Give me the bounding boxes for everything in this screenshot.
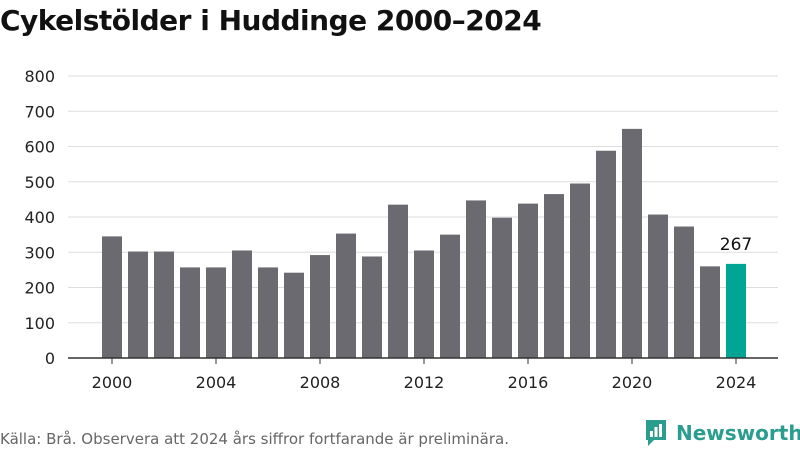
bar [232,250,252,358]
y-tick-label: 500 [24,173,55,192]
bar [674,226,694,358]
y-tick-label: 800 [24,67,55,86]
bar [726,263,746,358]
y-tick-label: 200 [24,279,55,298]
data-label: 267 [720,235,752,255]
bar [362,256,382,358]
bar [570,183,590,358]
y-tick-label: 400 [24,208,55,227]
x-tick-label: 2016 [508,373,549,392]
brand-logo: Newsworthy [644,418,800,448]
newsworthy-logo-icon [646,420,666,446]
y-tick-label: 300 [24,243,55,262]
bar [180,267,200,358]
bar [154,251,174,358]
bar [336,233,356,358]
bar [440,234,460,358]
chart-title: Cykelstölder i Huddinge 2000–2024 [0,4,542,37]
bar [206,267,226,358]
bar [284,272,304,358]
brand-name: Newsworthy [676,421,800,445]
y-tick-label: 100 [24,314,55,333]
x-tick-label: 2020 [612,373,653,392]
bar [310,255,330,358]
x-tick-label: 2000 [92,373,133,392]
bar [258,267,278,358]
y-tick-label: 0 [45,349,55,368]
x-tick-label: 2008 [300,373,341,392]
x-tick-label: 2024 [716,373,757,392]
x-tick-label: 2012 [404,373,445,392]
bar [596,150,616,358]
bar [622,128,642,358]
bar [102,236,122,358]
source-note: Källa: Brå. Observera att 2024 års siffr… [0,430,509,448]
y-tick-label: 600 [24,138,55,157]
bar [518,203,538,358]
bar [492,217,512,358]
bar [544,194,564,358]
y-tick-label: 700 [24,102,55,121]
bar [648,214,668,358]
bar [466,200,486,358]
x-tick-label: 2004 [196,373,237,392]
bar [388,204,408,358]
bar [700,266,720,358]
bar-chart: 0 100 200 300 400 500 600 700 800 2000 2004 2008 201… [24,67,778,392]
bar [414,250,434,358]
bar [128,251,148,358]
